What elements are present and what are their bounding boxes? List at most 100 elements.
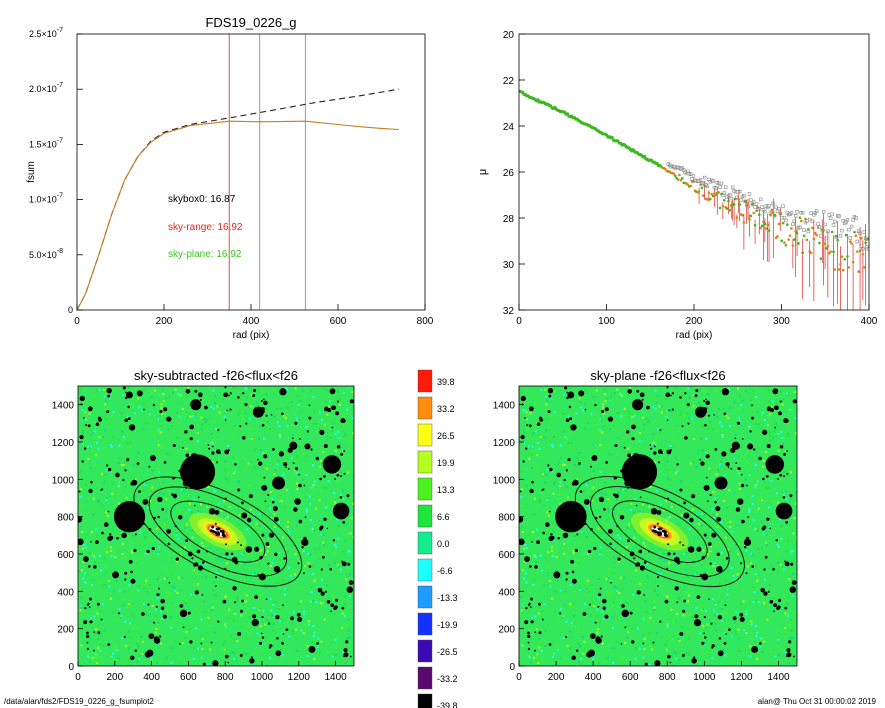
c-noise-pixel [203, 563, 206, 566]
d-masked-source [631, 424, 636, 430]
d-noise-pixel [562, 552, 565, 555]
c-noise-pixel [167, 428, 170, 431]
d-noise-pixel [553, 390, 556, 393]
d-noise-pixel [620, 415, 623, 418]
d-noise-pixel [670, 608, 673, 611]
c-masked-source [182, 626, 185, 629]
c-noise-pixel [256, 448, 259, 451]
c-masked-source [315, 456, 320, 461]
d-noise-pixel [606, 498, 609, 501]
c-noise-pixel [205, 631, 208, 634]
c-masked-source [107, 536, 113, 542]
c-noise-pixel [188, 412, 191, 415]
d-noise-pixel [660, 569, 663, 572]
c-masked-source [232, 586, 237, 591]
c-noise-pixel [110, 655, 113, 658]
b-point [822, 228, 825, 232]
b-point [823, 242, 827, 246]
c-noise-pixel [273, 589, 276, 592]
d-noise-pixel [729, 560, 732, 563]
c-noise-pixel [138, 541, 141, 544]
d-noise-pixel [608, 402, 611, 405]
c-masked-source [241, 599, 244, 603]
d-noise-pixel [790, 629, 793, 632]
d-masked-source [548, 643, 552, 646]
d-masked-source [789, 494, 793, 498]
c-noise-pixel [275, 600, 278, 603]
d-noise-pixel [738, 650, 741, 653]
d-masked-source [718, 637, 722, 640]
d-noise-pixel [670, 410, 673, 413]
d-bright-star-mask [775, 502, 793, 520]
d-noise-pixel [585, 587, 588, 590]
d-noise-pixel [795, 475, 797, 478]
d-noise-pixel [546, 571, 549, 574]
d-noise-pixel [704, 627, 707, 630]
c-noise-pixel [349, 509, 352, 512]
c-noise-pixel [153, 514, 156, 517]
c-noise-pixel [310, 664, 313, 666]
c-noise-pixel [214, 395, 217, 398]
d-noise-pixel [678, 569, 681, 572]
d-noise-pixel [796, 427, 797, 430]
d-masked-source [654, 660, 661, 666]
b-point-grey [866, 247, 869, 251]
d-masked-source [739, 616, 745, 622]
d-masked-source [542, 531, 545, 535]
c-noise-pixel [84, 418, 87, 421]
c-masked-source [306, 430, 309, 433]
c-noise-pixel [180, 488, 183, 491]
c-noise-pixel [222, 500, 225, 503]
c-masked-source [83, 556, 89, 563]
d-noise-pixel [582, 490, 585, 493]
d-noise-pixel [587, 422, 590, 425]
d-masked-source [625, 430, 630, 434]
d-noise-pixel [636, 439, 639, 442]
d-noise-pixel [534, 430, 537, 433]
d-masked-source [763, 591, 768, 596]
c-noise-pixel [270, 517, 273, 520]
b-point [672, 172, 676, 176]
c-noise-pixel [99, 649, 102, 652]
d-noise-pixel [714, 604, 717, 607]
c-noise-pixel [94, 463, 97, 466]
c-masked-source [246, 517, 252, 523]
c-noise-pixel [202, 417, 205, 420]
sky-plane-image-panel: sky-plane -f26<flux<f26 0 200 400 600 800 100… [493, 368, 798, 683]
c-masked-source [257, 458, 259, 461]
d-masked-source [739, 562, 743, 565]
d-noise-pixel [755, 484, 758, 487]
b-point [718, 206, 722, 210]
d-noise-pixel [699, 393, 702, 396]
c-noise-pixel [302, 632, 305, 635]
d-noise-pixel [790, 550, 793, 553]
d-noise-pixel [768, 439, 771, 442]
c-masked-source [290, 616, 295, 621]
c-noise-pixel [170, 425, 173, 428]
b-point-grey [774, 205, 778, 210]
c-noise-pixel [249, 410, 252, 413]
c-noise-pixel [204, 619, 207, 622]
b-point [732, 203, 736, 206]
c-bright-star-mask [113, 501, 146, 533]
d-noise-pixel [652, 609, 655, 612]
d-noise-pixel [704, 482, 707, 485]
c-noise-pixel [104, 429, 107, 432]
c-noise-pixel [311, 486, 314, 489]
d-masked-source [568, 405, 572, 409]
c-noise-pixel [276, 582, 279, 585]
d-noise-pixel [721, 618, 724, 621]
c-noise-pixel [202, 600, 205, 603]
a-ytick-label: 2.0×10-7 [29, 82, 63, 94]
d-noise-pixel [755, 455, 758, 458]
c-core-source [212, 530, 216, 534]
c-noise-pixel [81, 409, 84, 412]
c-masked-source [326, 599, 331, 604]
d-noise-pixel [677, 421, 680, 424]
d-masked-source [740, 473, 743, 476]
b-point [748, 218, 751, 221]
c-masked-source [131, 479, 138, 486]
c-noise-pixel [292, 611, 295, 614]
c-noise-pixel [96, 662, 99, 665]
c-noise-pixel [208, 416, 211, 419]
